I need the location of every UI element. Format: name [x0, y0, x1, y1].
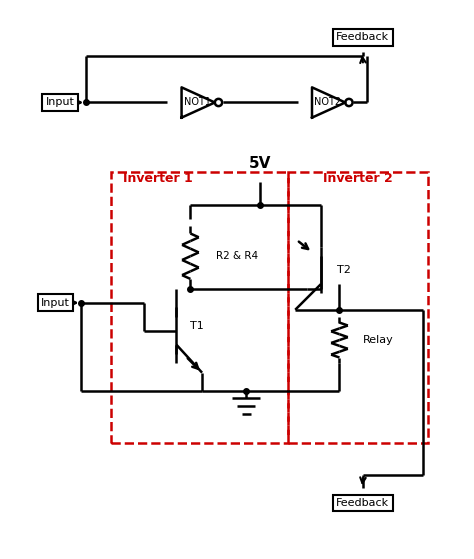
Bar — [288, 172, 428, 443]
Text: 5V: 5V — [249, 156, 272, 170]
Text: Input: Input — [41, 298, 70, 308]
Text: NOT2: NOT2 — [314, 97, 341, 107]
Text: T2: T2 — [337, 265, 351, 275]
Text: Inverter 2: Inverter 2 — [323, 172, 393, 184]
Text: Inverter 1: Inverter 1 — [123, 172, 193, 184]
Text: Relay: Relay — [363, 335, 393, 345]
Text: T1: T1 — [191, 321, 204, 331]
Text: Feedback: Feedback — [336, 32, 389, 42]
Text: NOT1: NOT1 — [184, 97, 211, 107]
Text: R2 & R4: R2 & R4 — [216, 251, 258, 261]
Text: Feedback: Feedback — [336, 498, 389, 508]
Text: Input: Input — [46, 97, 74, 107]
Bar — [111, 172, 288, 443]
